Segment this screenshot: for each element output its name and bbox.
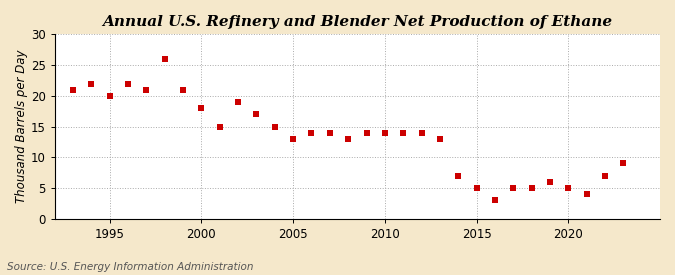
Point: [508, 186, 518, 190]
Point: [563, 186, 574, 190]
Point: [471, 186, 482, 190]
Point: [288, 137, 298, 141]
Point: [416, 130, 427, 135]
Point: [215, 124, 225, 129]
Point: [581, 192, 592, 196]
Text: Source: U.S. Energy Information Administration: Source: U.S. Energy Information Administ…: [7, 262, 253, 272]
Point: [178, 87, 188, 92]
Point: [159, 57, 170, 61]
Point: [233, 100, 244, 104]
Y-axis label: Thousand Barrels per Day: Thousand Barrels per Day: [15, 50, 28, 203]
Point: [398, 130, 408, 135]
Point: [618, 161, 628, 166]
Point: [599, 174, 610, 178]
Point: [453, 174, 464, 178]
Point: [105, 94, 115, 98]
Point: [68, 87, 78, 92]
Point: [379, 130, 390, 135]
Point: [526, 186, 537, 190]
Point: [196, 106, 207, 110]
Point: [269, 124, 280, 129]
Point: [86, 81, 97, 86]
Point: [123, 81, 134, 86]
Point: [343, 137, 354, 141]
Title: Annual U.S. Refinery and Blender Net Production of Ethane: Annual U.S. Refinery and Blender Net Pro…: [103, 15, 612, 29]
Point: [251, 112, 262, 116]
Point: [435, 137, 446, 141]
Point: [306, 130, 317, 135]
Point: [325, 130, 335, 135]
Point: [489, 198, 500, 202]
Point: [141, 87, 152, 92]
Point: [545, 180, 556, 184]
Point: [361, 130, 372, 135]
